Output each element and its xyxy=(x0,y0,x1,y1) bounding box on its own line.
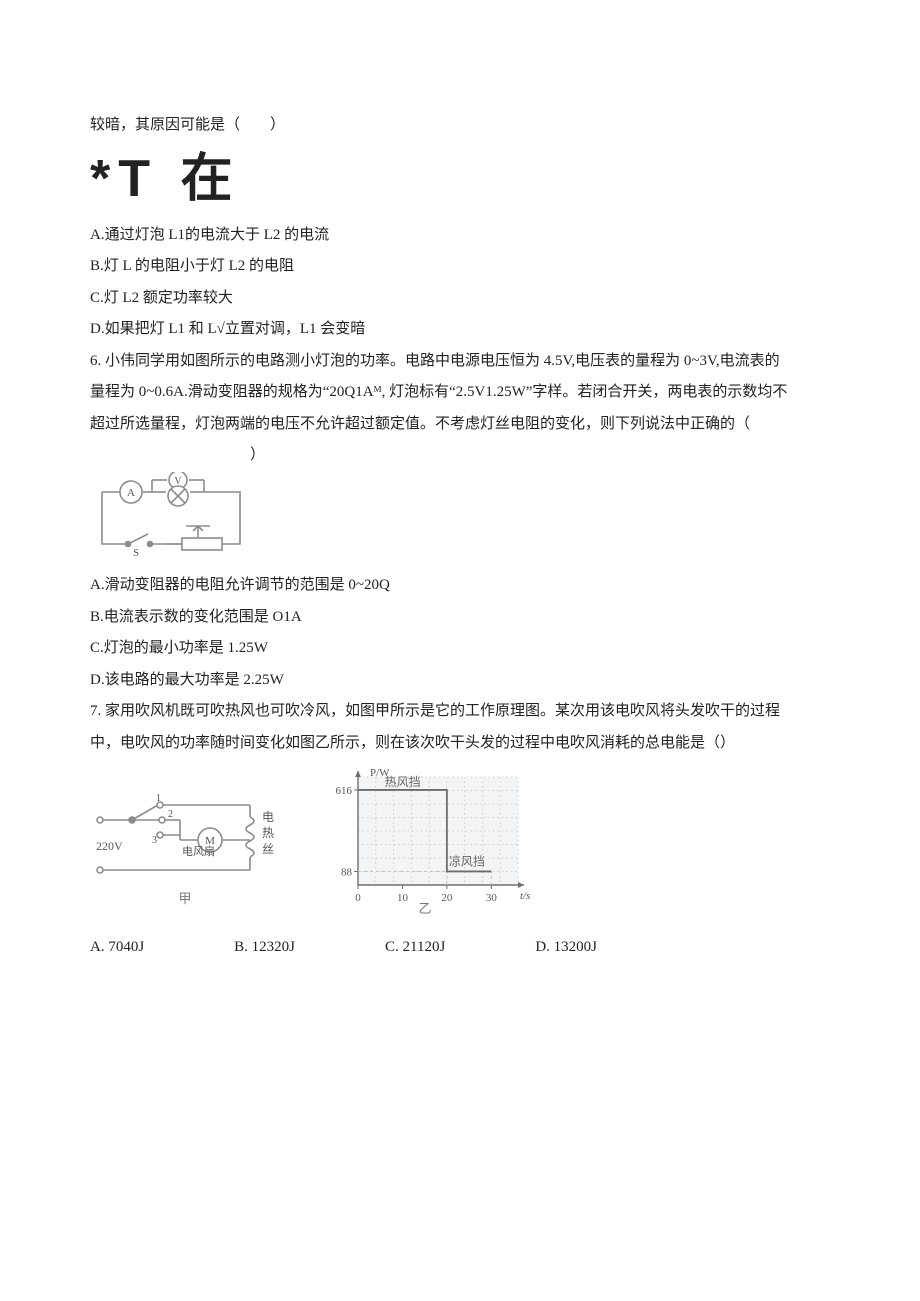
q7-answer-a: A. 7040J xyxy=(90,932,144,964)
ammeter-label: A xyxy=(127,487,135,499)
q7-figures: 220V 1 2 3 电风扇 M 电 热 丝 甲 P/Wt/s886160102… xyxy=(90,765,830,928)
heater-label-2: 热 xyxy=(262,826,274,840)
q6-stem-line3: 超过所选量程，灯泡两端的电压不允许超过额定值。不考虑灯丝电阻的变化，则下列说法中… xyxy=(90,409,830,441)
q5-stem-tail: 较暗，其原因可能是（ ） xyxy=(90,110,830,142)
q7-answer-c: C. 21120J xyxy=(385,932,445,964)
q7-answer-row: A. 7040J B. 12320J C. 21120J D. 13200J xyxy=(90,932,830,964)
q5-option-b: B.灯 L 的电阻小于灯 L2 的电阻 xyxy=(90,251,830,283)
svg-text:88: 88 xyxy=(341,867,353,879)
q7-stem-line1: 7. 家用吹风机既可吹热风也可吹冷风，如图甲所示是它的工作原理图。某次用该电吹风… xyxy=(90,696,830,728)
q6-option-a: A.滑动变阻器的电阻允许调节的范围是 0~20Q xyxy=(90,570,830,602)
switch-pos-2: 2 xyxy=(168,809,173,820)
q7-answer-b: B. 12320J xyxy=(234,932,295,964)
q5-option-a: A.通过灯泡 L1的电流大于 L2 的电流 xyxy=(90,220,830,252)
exam-page: 较暗，其原因可能是（ ） *T 在 A.通过灯泡 L1的电流大于 L2 的电流 … xyxy=(0,0,920,1163)
switch-pos-3: 3 xyxy=(152,835,157,846)
q7-answer-d: D. 13200J xyxy=(535,932,597,964)
caption-left: 甲 xyxy=(178,891,191,906)
svg-text:0: 0 xyxy=(355,892,361,904)
q5-figure-glyphs: *T 在 xyxy=(90,148,830,210)
q5-option-c: C.灯 L2 额定功率较大 xyxy=(90,283,830,315)
switch-pos-1: 1 xyxy=(156,793,161,804)
voltage-label: 220V xyxy=(96,839,123,853)
q6-option-d: D.该电路的最大功率是 2.25W xyxy=(90,665,830,697)
q7-right-figure: P/Wt/s886160102030热风挡凉风挡乙 xyxy=(320,765,530,928)
svg-text:t/s: t/s xyxy=(520,890,530,902)
svg-text:10: 10 xyxy=(397,892,409,904)
svg-text:乙: 乙 xyxy=(418,901,431,915)
heater-label-1: 电 xyxy=(262,810,274,824)
q6-option-b: B.电流表示数的变化范围是 O1A xyxy=(90,602,830,634)
q6-option-c: C.灯泡的最小功率是 1.25W xyxy=(90,633,830,665)
q6-stem-line2: 量程为 0~0.6A.滑动变阻器的规格为“20Q1Aᴹ, 灯泡标有“2.5V1.… xyxy=(90,377,830,409)
q5-option-d: D.如果把灯 L1 和 L√立置对调，L1 会变暗 xyxy=(90,314,830,346)
svg-text:凉风挡: 凉风挡 xyxy=(449,854,485,869)
voltmeter-label: V xyxy=(174,476,182,487)
q7-left-figure: 220V 1 2 3 电风扇 M 电 热 丝 甲 xyxy=(90,785,280,928)
heater-label-3: 丝 xyxy=(262,842,274,856)
q6-circuit-figure: A V S xyxy=(90,472,250,571)
switch-label: S xyxy=(133,547,139,558)
q6-stem-line4: ） xyxy=(90,440,830,472)
motor-label: M xyxy=(205,835,215,847)
svg-text:616: 616 xyxy=(336,785,353,797)
svg-text:20: 20 xyxy=(441,892,453,904)
svg-text:热风挡: 热风挡 xyxy=(385,775,421,789)
q6-stem-line1: 6. 小伟同学用如图所示的电路测小灯泡的功率。电路中电源电压恒为 4.5V,电压… xyxy=(90,346,830,378)
svg-text:30: 30 xyxy=(486,892,498,904)
q7-stem-line2: 中，电吹风的功率随时间变化如图乙所示，则在该次吹干头发的过程中电吹风消耗的总电能… xyxy=(90,728,830,760)
